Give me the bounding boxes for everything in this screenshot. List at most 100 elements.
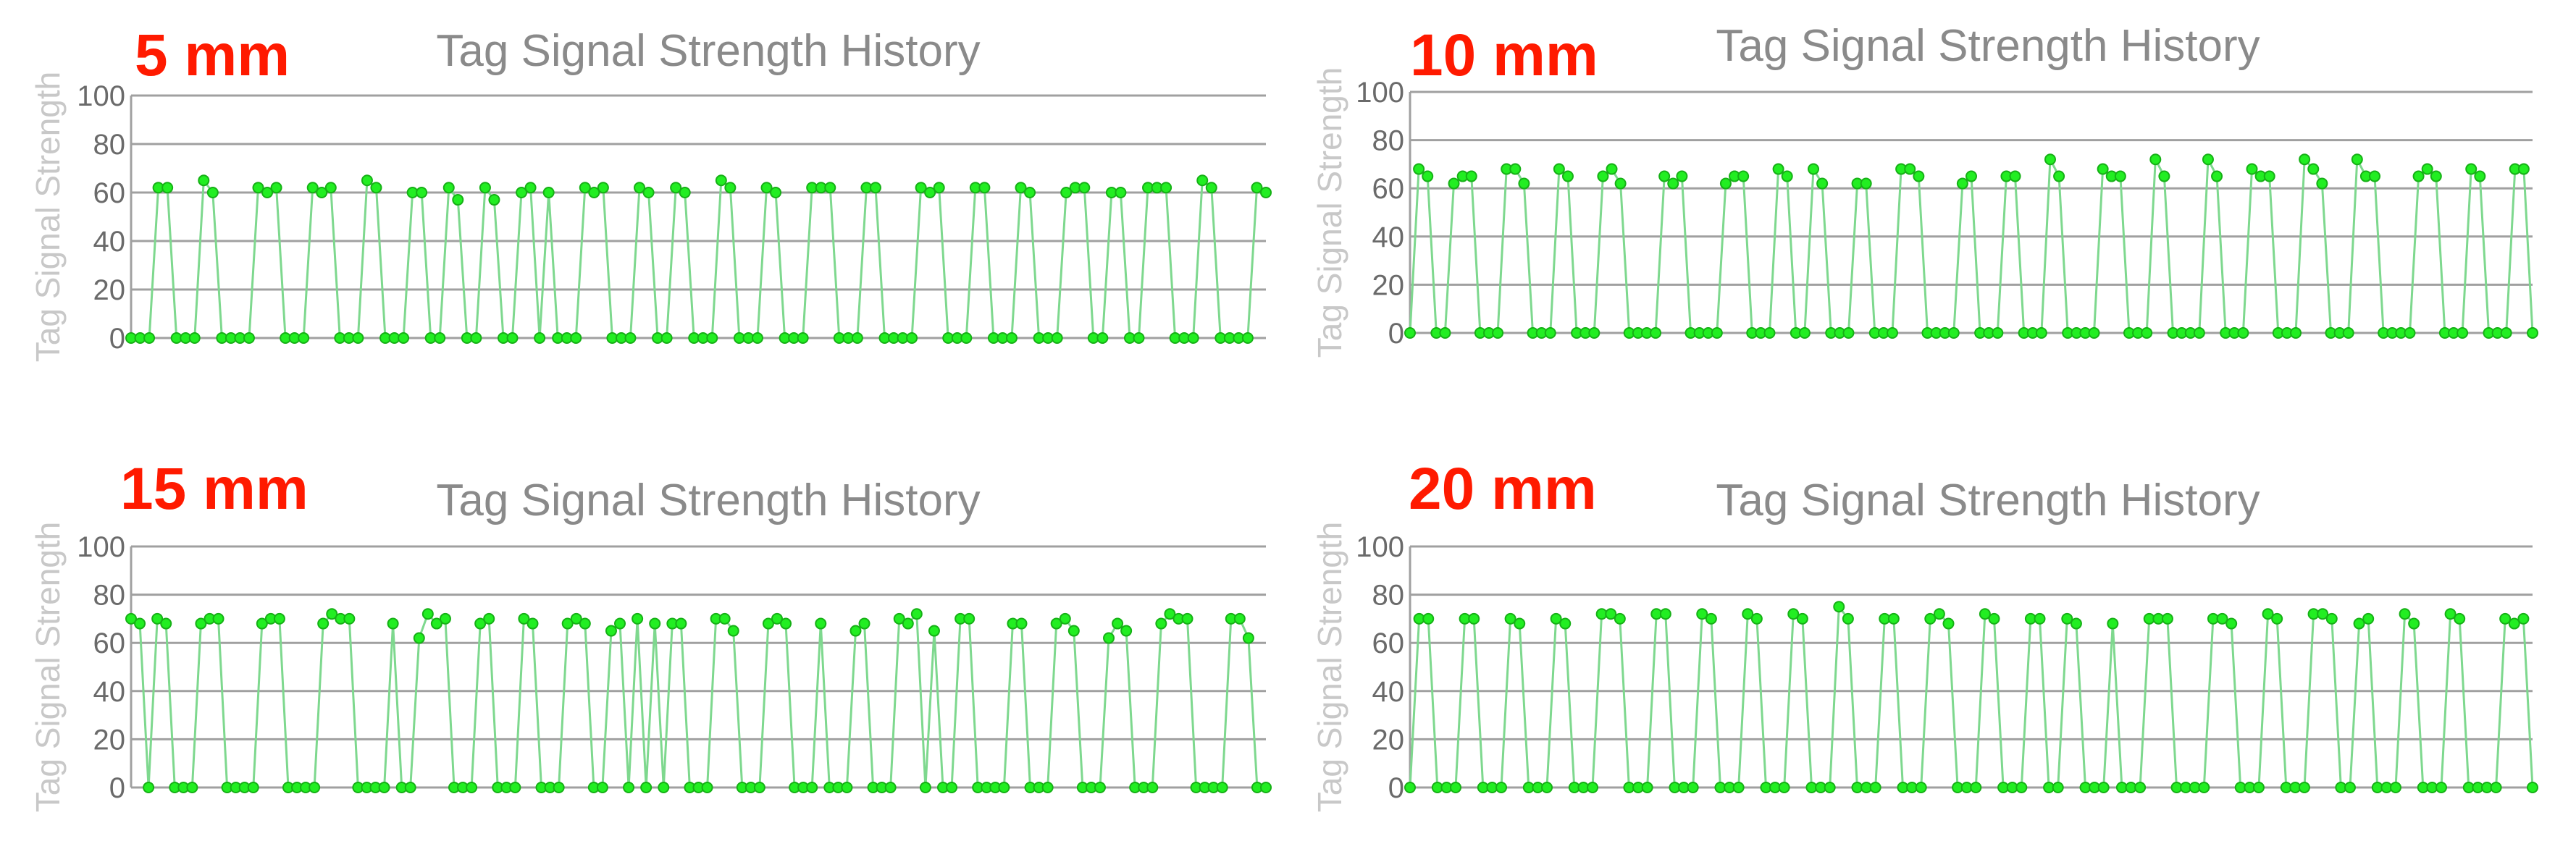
data-point — [841, 782, 853, 793]
chart-title: Tag Signal Strength History — [436, 26, 980, 76]
data-point — [1887, 327, 1899, 339]
data-point — [624, 332, 637, 344]
data-point — [2237, 327, 2249, 339]
data-point — [884, 782, 897, 793]
data-point — [404, 782, 416, 793]
data-point — [2430, 170, 2442, 182]
data-point — [398, 332, 410, 344]
data-point — [324, 182, 337, 194]
data-point — [516, 187, 528, 198]
data-point — [298, 332, 310, 344]
data-point — [2202, 153, 2214, 166]
data-point — [1024, 187, 1036, 198]
data-point — [1676, 170, 1688, 182]
data-point — [483, 612, 495, 625]
data-point — [452, 194, 464, 206]
panel-distance-label: 15 mm — [120, 456, 309, 522]
y-tick-label: 60 — [93, 628, 126, 659]
data-point — [1260, 187, 1272, 198]
data-point — [2421, 163, 2433, 175]
data-point — [1833, 601, 1845, 613]
data-point — [675, 617, 687, 630]
data-point — [2262, 608, 2274, 620]
data-point — [1559, 617, 1572, 630]
data-point — [361, 174, 373, 187]
data-point — [1796, 612, 1808, 625]
data-point — [2097, 163, 2109, 175]
data-point — [679, 187, 691, 198]
data-point — [1241, 332, 1254, 344]
data-point — [2149, 153, 2162, 166]
data-point — [2225, 617, 2238, 630]
data-point — [479, 182, 491, 194]
y-tick-label: 0 — [1388, 318, 1404, 350]
data-point — [724, 182, 737, 194]
data-point — [474, 617, 487, 630]
data-point — [1750, 612, 1763, 625]
data-point — [198, 174, 210, 187]
y-tick-label: 40 — [1372, 676, 1405, 708]
data-point — [2158, 170, 2170, 182]
data-point — [509, 782, 521, 793]
data-point — [1550, 612, 1562, 625]
data-point — [1824, 782, 1836, 793]
data-point — [806, 782, 818, 793]
data-point — [273, 612, 285, 625]
data-point — [188, 332, 201, 344]
data-point — [1160, 182, 1172, 194]
data-point — [2009, 170, 2021, 182]
data-point — [2198, 782, 2210, 793]
data-point — [1942, 617, 1955, 630]
data-point — [2412, 170, 2425, 182]
data-point — [1260, 782, 1272, 793]
y-tick-label: 60 — [1372, 173, 1405, 205]
data-point — [1650, 327, 1662, 339]
y-axis-label: Tag Signal Strength — [1311, 67, 1348, 358]
y-axis-label: Tag Signal Strength — [29, 72, 67, 363]
data-point — [524, 182, 537, 194]
data-point — [434, 332, 446, 344]
data-point — [1614, 612, 1626, 625]
panel-distance-label: 10 mm — [1410, 22, 1598, 88]
data-point — [588, 187, 600, 198]
data-point — [1187, 332, 1199, 344]
data-point — [1051, 332, 1063, 344]
data-point — [1041, 782, 1054, 793]
data-point — [1988, 612, 2000, 625]
chart-panel: 15 mm Tag Signal Strength History Tag Sign… — [29, 456, 1272, 812]
data-point — [1448, 177, 1460, 190]
data-point — [2465, 163, 2478, 175]
data-point — [2444, 608, 2457, 620]
data-point — [1992, 327, 2004, 339]
data-point — [858, 617, 870, 630]
data-point — [963, 612, 976, 625]
data-point — [1251, 182, 1263, 194]
data-point — [1164, 608, 1176, 620]
data-point — [634, 182, 646, 194]
data-point — [2399, 608, 2411, 620]
data-point — [206, 187, 219, 198]
data-point — [518, 612, 530, 625]
data-point — [1588, 327, 1600, 339]
data-point — [160, 617, 172, 630]
data-point — [186, 782, 198, 793]
data-point — [1468, 612, 1480, 625]
data-point — [718, 612, 731, 625]
data-point — [1216, 782, 1228, 793]
data-point — [1887, 612, 1900, 625]
data-point — [1196, 174, 1209, 187]
data-point — [762, 617, 774, 630]
data-point — [902, 617, 914, 630]
data-point — [542, 187, 555, 198]
data-point — [1544, 327, 1556, 339]
y-tick-label: 80 — [93, 129, 126, 161]
data-point — [715, 174, 727, 187]
data-point — [1495, 782, 1508, 793]
data-point — [1913, 170, 1925, 182]
data-point — [2211, 170, 2223, 182]
y-tick-label: 0 — [109, 323, 125, 355]
data-point — [125, 612, 137, 625]
data-point — [261, 187, 274, 198]
data-point — [1719, 177, 1732, 190]
y-tick-label: 40 — [1372, 221, 1405, 253]
